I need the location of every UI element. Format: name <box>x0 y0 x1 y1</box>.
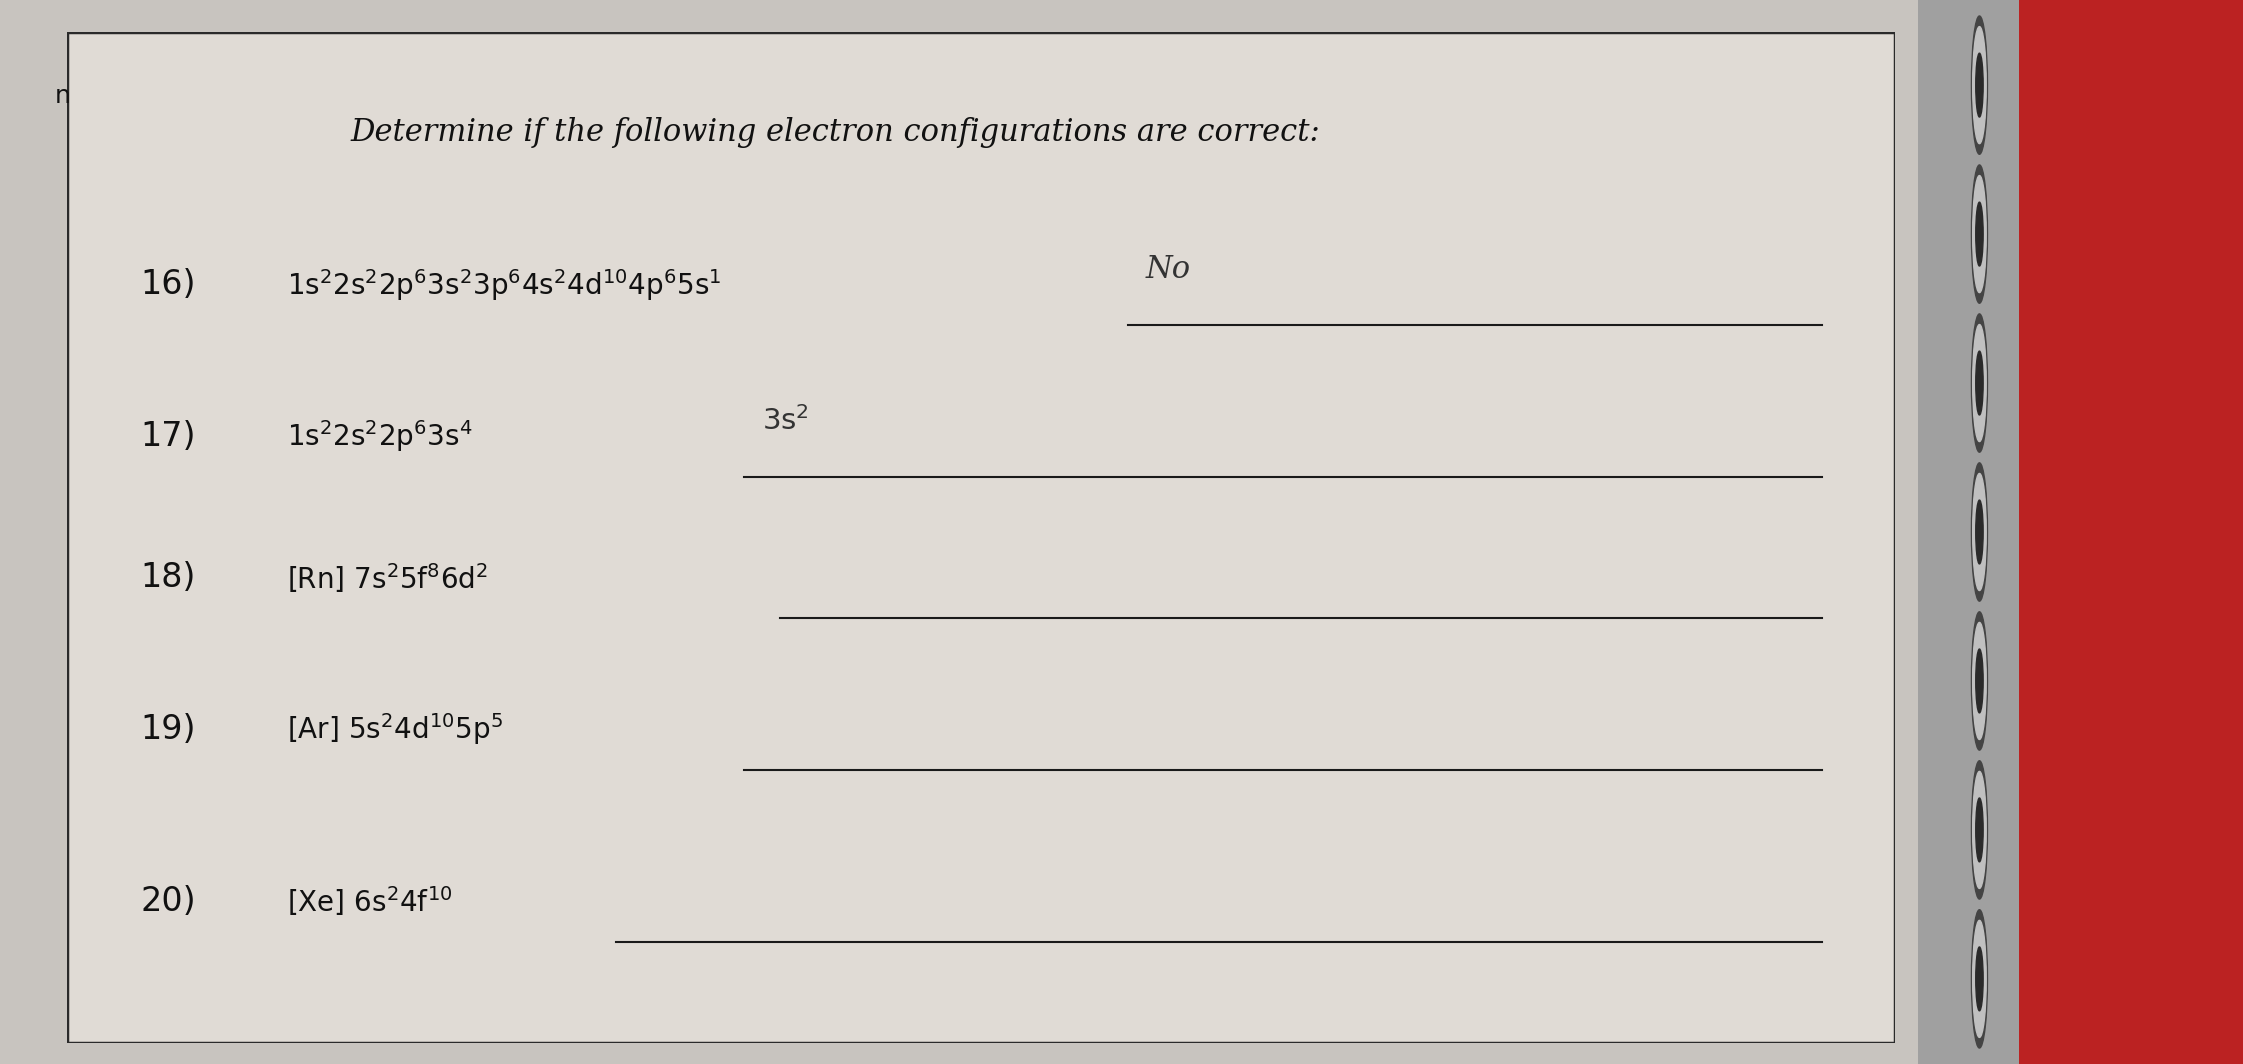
Text: No: No <box>1146 254 1191 285</box>
Text: Determine if the following electron configurations are correct:: Determine if the following electron conf… <box>350 117 1319 149</box>
Text: n: n <box>54 84 72 107</box>
Circle shape <box>1972 325 1987 442</box>
Text: $\mathrm{1s^2 2s^2 2p^6 3s^4}$: $\mathrm{1s^2 2s^2 2p^6 3s^4}$ <box>287 418 473 454</box>
Text: 18): 18) <box>141 561 195 595</box>
Text: $\mathrm{[Xe]\ 6s^2 4f^{10}}$: $\mathrm{[Xe]\ 6s^2 4f^{10}}$ <box>287 884 453 918</box>
Text: 19): 19) <box>141 713 195 746</box>
Circle shape <box>1972 920 1987 1037</box>
Circle shape <box>1972 771 1987 888</box>
Text: $\mathrm{1s^2 2s^2 2p^6 3s^2 3p^6 4s^2 4d^{10} 4p^6 5s^1}$: $\mathrm{1s^2 2s^2 2p^6 3s^2 3p^6 4s^2 4… <box>287 267 720 302</box>
Circle shape <box>1976 649 1983 713</box>
Circle shape <box>1972 176 1987 293</box>
Circle shape <box>1976 202 1983 266</box>
Circle shape <box>1976 351 1983 415</box>
Text: 16): 16) <box>141 268 195 301</box>
Circle shape <box>1976 947 1983 1011</box>
Text: $\mathrm{3s^2}$: $\mathrm{3s^2}$ <box>763 406 810 436</box>
Circle shape <box>1972 612 1987 750</box>
Circle shape <box>1972 165 1987 303</box>
Circle shape <box>1972 27 1987 144</box>
Circle shape <box>1972 473 1987 591</box>
Circle shape <box>1976 53 1983 117</box>
Circle shape <box>1972 910 1987 1048</box>
Circle shape <box>1972 16 1987 154</box>
Text: $\mathrm{[Ar]\ 5s^2 4d^{10} 5p^5}$: $\mathrm{[Ar]\ 5s^2 4d^{10} 5p^5}$ <box>287 712 502 747</box>
Text: 17): 17) <box>141 419 195 453</box>
Circle shape <box>1972 314 1987 452</box>
Circle shape <box>1972 761 1987 899</box>
Text: $\mathrm{[Rn]\ 7s^2 5f^8 6d^2}$: $\mathrm{[Rn]\ 7s^2 5f^8 6d^2}$ <box>287 561 487 595</box>
Circle shape <box>1972 622 1987 739</box>
Circle shape <box>1972 463 1987 601</box>
Circle shape <box>1976 798 1983 862</box>
FancyBboxPatch shape <box>67 32 1895 1043</box>
Circle shape <box>1976 500 1983 564</box>
Text: 20): 20) <box>141 884 195 918</box>
